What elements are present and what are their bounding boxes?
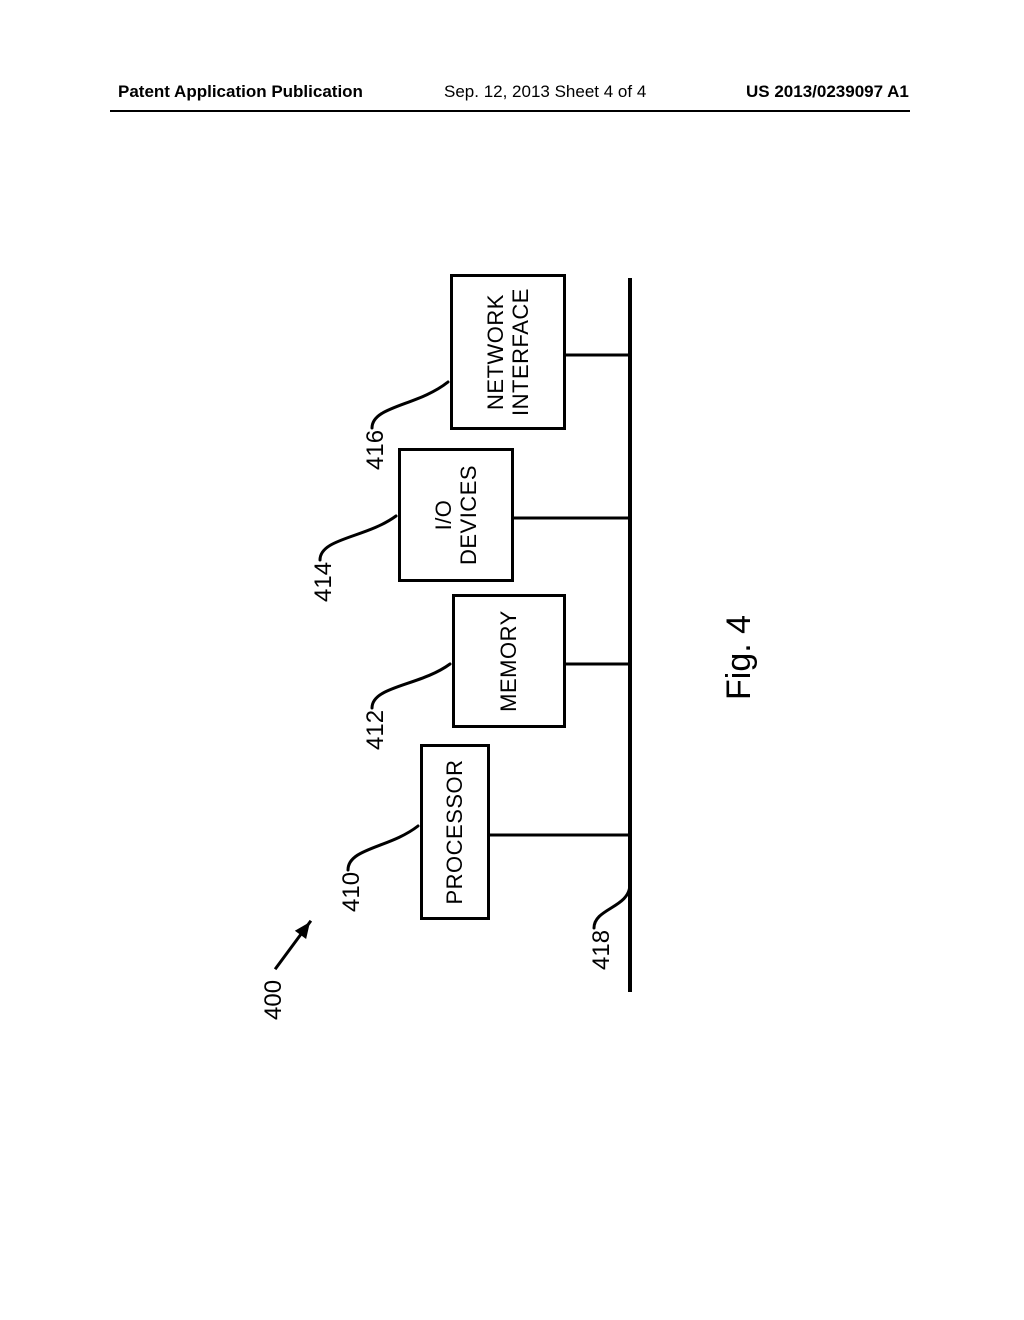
ref-memory: 412 <box>362 710 390 750</box>
block-memory: MEMORY <box>452 594 566 728</box>
block-netif: NETWORKINTERFACE <box>450 274 566 430</box>
ref-netif: 416 <box>362 430 390 470</box>
header-rule <box>110 110 910 112</box>
page: Patent Application Publication Sep. 12, … <box>0 0 1024 1320</box>
ref-processor: 410 <box>338 872 366 912</box>
block-io: I/O DEVICES <box>398 448 514 582</box>
header-center: Sep. 12, 2013 Sheet 4 of 4 <box>444 82 646 102</box>
figure-wrap: 400 418 Fig. 4 PROCESSOR 410 MEMORY 412 I/O … <box>190 220 810 1080</box>
figure-caption: Fig. 4 <box>720 615 759 700</box>
bus-ref-label: 418 <box>588 930 616 970</box>
page-header: Patent Application Publication Sep. 12, … <box>0 82 1024 122</box>
header-right: US 2013/0239097 A1 <box>746 82 909 102</box>
header-left: Patent Application Publication <box>118 82 363 102</box>
figure-4: 400 418 Fig. 4 PROCESSOR 410 MEMORY 412 I/O … <box>190 220 810 1080</box>
block-processor: PROCESSOR <box>420 744 490 920</box>
system-ref-label: 400 <box>260 980 288 1020</box>
ref-io: 414 <box>310 562 338 602</box>
